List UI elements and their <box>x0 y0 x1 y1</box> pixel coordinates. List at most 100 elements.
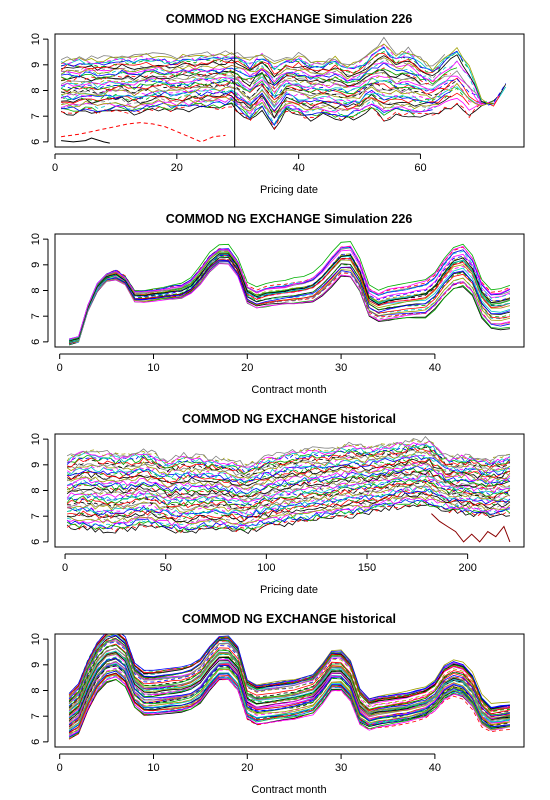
y-tick-label: 8 <box>30 687 42 693</box>
series-line <box>68 650 510 723</box>
y-tick-label: 6 <box>30 739 42 745</box>
series-line <box>60 83 500 107</box>
chart-panel-4: COMMOD NG EXCHANGE historical 0 10 20 30 40 6… <box>30 612 525 796</box>
series-line <box>68 647 510 721</box>
series-group-4 <box>68 634 510 740</box>
series-line <box>60 36 446 67</box>
series-line <box>67 477 510 506</box>
series-line <box>68 259 510 344</box>
series-line <box>66 495 511 525</box>
series-line <box>67 493 510 525</box>
series-line <box>68 648 510 722</box>
series-line <box>68 676 510 737</box>
series-line <box>66 499 511 533</box>
series-line <box>66 443 511 470</box>
y-tick-label: 7 <box>30 313 42 319</box>
y-tick-label: 8 <box>30 287 42 293</box>
series-line <box>66 455 510 486</box>
series-line <box>61 71 415 95</box>
y-tick-label: 7 <box>30 713 42 719</box>
x-tick-label: 200 <box>458 562 476 574</box>
series-line <box>61 84 415 107</box>
series-line <box>69 253 511 341</box>
y-tick-label: 9 <box>30 262 42 268</box>
y-tick-label: 7 <box>30 113 42 119</box>
series-line <box>60 76 451 98</box>
y-tick-label: 10 <box>30 433 42 445</box>
series-line <box>60 94 433 120</box>
axes-1: 0 20 40 60 6 7 8 9 10 <box>30 33 427 174</box>
series-line <box>61 97 439 125</box>
x-tick-label: 20 <box>241 362 253 374</box>
x-tick-label: 0 <box>57 362 63 374</box>
x-axis-label-1: Pricing date <box>260 184 318 196</box>
x-tick-label: 50 <box>160 562 172 574</box>
series-line <box>66 467 511 498</box>
plot-frame-1 <box>54 33 525 148</box>
plot-frame-4 <box>54 633 525 748</box>
x-tick-label: 60 <box>414 162 426 174</box>
y-tick-label: 6 <box>30 339 42 345</box>
series-line <box>60 87 464 115</box>
series-line <box>69 251 511 342</box>
highlight-series-line <box>431 513 511 543</box>
y-tick-label: 8 <box>30 487 42 493</box>
series-line <box>61 93 452 119</box>
chart-panel-2: COMMOD NG EXCHANGE Simulation 226 0 10 20 3… <box>30 212 525 396</box>
series-line <box>61 57 446 80</box>
series-line <box>60 57 421 80</box>
series-group-2 <box>68 241 511 346</box>
axes-3: 0 50 100 150 200 6 7 8 9 10 <box>30 433 477 574</box>
axes-2: 0 10 20 30 40 6 7 8 9 10 <box>30 233 441 374</box>
series-line <box>69 259 511 343</box>
series-line <box>61 96 439 118</box>
series-line <box>67 449 510 478</box>
series-line <box>60 60 488 106</box>
series-line <box>66 488 511 518</box>
series-line <box>66 469 511 498</box>
x-tick-label: 40 <box>429 362 441 374</box>
series-line <box>66 461 511 490</box>
y-tick-label: 9 <box>30 662 42 668</box>
series-line <box>66 478 511 508</box>
highlight-series-line <box>61 137 110 144</box>
series-line <box>61 43 415 70</box>
chart-title-3: COMMOD NG EXCHANGE historical <box>182 412 396 426</box>
x-tick-label: 0 <box>62 562 68 574</box>
series-line <box>68 634 510 709</box>
y-tick-label: 6 <box>30 539 42 545</box>
y-tick-label: 9 <box>30 462 42 468</box>
x-tick-label: 100 <box>257 562 275 574</box>
series-line <box>67 446 511 478</box>
series-line <box>61 54 494 105</box>
axes-4: 0 10 20 30 40 6 7 8 9 10 <box>30 633 441 774</box>
x-tick-label: 30 <box>335 362 347 374</box>
plot-frame-3 <box>54 433 525 548</box>
series-line <box>60 67 451 90</box>
x-tick-label: 40 <box>293 162 305 174</box>
y-tick-label: 8 <box>30 87 42 93</box>
series-line <box>68 670 510 732</box>
x-tick-label: 20 <box>171 162 183 174</box>
chart-title-2: COMMOD NG EXCHANGE Simulation 226 <box>166 212 413 226</box>
series-line <box>60 70 482 102</box>
x-tick-label: 150 <box>358 562 376 574</box>
series-line <box>66 499 510 531</box>
series-line <box>60 78 507 107</box>
y-tick-label: 10 <box>30 633 42 645</box>
y-tick-label: 10 <box>30 33 42 45</box>
series-line <box>68 640 510 713</box>
x-axis-label-4: Contract month <box>251 784 326 796</box>
chart-panel-3: COMMOD NG EXCHANGE historical 0 50 100 150 2… <box>30 412 525 596</box>
highlight-series-line <box>61 122 226 143</box>
series-line <box>61 62 427 87</box>
series-line <box>69 253 511 342</box>
x-tick-label: 0 <box>57 762 63 774</box>
series-line <box>66 453 511 483</box>
series-line <box>60 84 507 131</box>
x-tick-label: 20 <box>241 762 253 774</box>
series-line <box>68 253 510 343</box>
x-tick-label: 0 <box>52 162 58 174</box>
series-line <box>68 654 510 722</box>
series-line <box>69 254 511 342</box>
